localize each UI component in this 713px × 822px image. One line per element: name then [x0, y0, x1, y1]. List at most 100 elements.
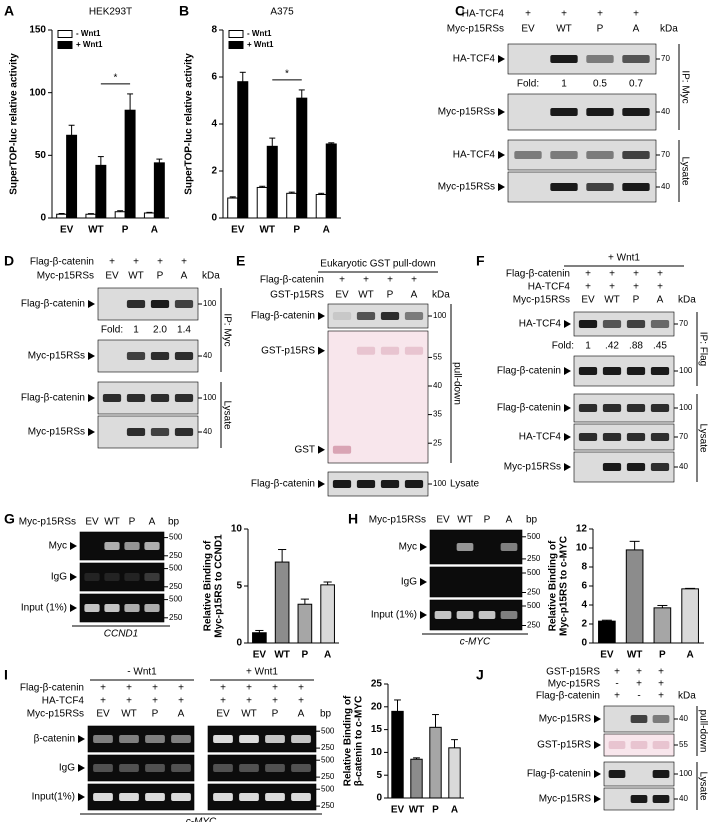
- y-tick-label: 2: [581, 619, 587, 630]
- y-axis-label: β-catenin to c-MYC: [354, 696, 365, 787]
- condition-cell: +: [178, 683, 184, 694]
- band: [265, 764, 285, 772]
- band: [456, 543, 474, 551]
- blot-box: [429, 566, 523, 598]
- unit-label: bp: [168, 517, 180, 528]
- band-arrow: [70, 604, 77, 612]
- marker-label: 250: [321, 743, 335, 752]
- condition-cell: +: [272, 696, 278, 707]
- band-arrow: [70, 542, 77, 550]
- y-tick-label: 0: [40, 213, 46, 224]
- band: [171, 793, 191, 801]
- panel-letter: D: [4, 253, 14, 269]
- marker-label: 100: [679, 403, 693, 412]
- marker-label: 500: [527, 601, 541, 610]
- band-arrow: [318, 312, 325, 320]
- section-label: Lysate: [697, 771, 708, 801]
- legend-label: + Wnt1: [76, 40, 103, 49]
- condition-cell: -: [637, 691, 640, 702]
- marker-label: 40: [661, 182, 670, 191]
- bar: [85, 213, 97, 219]
- condition-label: Flag-β-catenin: [20, 683, 84, 694]
- group-label: - Wnt1: [127, 667, 157, 678]
- section-label: Lysate: [221, 400, 232, 430]
- condition-label: Myc-p15RS: [548, 679, 601, 690]
- error-bar: [413, 757, 420, 760]
- band-arrow: [594, 795, 601, 803]
- bar: [274, 561, 290, 644]
- marker-label: 35: [433, 410, 442, 419]
- bar: [410, 758, 423, 799]
- y-tick-label: 10: [576, 543, 588, 554]
- band-label: IgG: [401, 577, 417, 588]
- marker-label: 40: [203, 351, 212, 360]
- band: [650, 463, 670, 471]
- y-axis-label: Relative Binding of: [203, 540, 214, 631]
- chart-title: A375: [270, 7, 294, 18]
- band-label: IgG: [51, 572, 67, 583]
- band: [102, 394, 122, 402]
- band-label: Flag-β-catenin: [21, 299, 85, 310]
- band-label: Flag-β-catenin: [527, 769, 591, 780]
- condition-cell: WT: [604, 295, 620, 306]
- marker-label: 70: [661, 54, 670, 63]
- band: [174, 428, 194, 436]
- band: [124, 573, 140, 581]
- fold-value: .42: [605, 341, 619, 352]
- marker-label: 40: [679, 794, 688, 803]
- band: [602, 463, 622, 471]
- band: [93, 793, 113, 801]
- significance-label: *: [285, 69, 289, 80]
- x-tick-label: EV: [600, 650, 614, 661]
- bar: [653, 607, 672, 644]
- band: [478, 611, 496, 619]
- band-label: Flag-β-catenin: [21, 393, 85, 404]
- bar: [320, 584, 335, 644]
- band-label: Myc-p15RSs: [438, 107, 495, 118]
- band: [332, 480, 352, 488]
- band: [630, 741, 648, 749]
- y-axis-label: Relative Binding of: [548, 540, 559, 631]
- fold-value: .88: [629, 341, 643, 352]
- condition-cell: +: [636, 667, 642, 678]
- y-tick-label: 4: [211, 119, 217, 130]
- y-tick-label: 10: [371, 747, 383, 758]
- unit-label: kDa: [678, 295, 696, 306]
- band-label: Myc: [49, 541, 67, 552]
- unit-label: kDa: [432, 290, 450, 301]
- condition-cell: P: [597, 24, 604, 35]
- band: [145, 793, 165, 801]
- condition-cell: WT: [121, 709, 137, 720]
- condition-cell: +: [657, 282, 663, 293]
- condition-cell: +: [246, 696, 252, 707]
- condition-cell: A: [633, 24, 640, 35]
- band-label: Myc-p15RSs: [28, 427, 85, 438]
- band: [514, 151, 542, 159]
- x-tick-label: WT: [274, 650, 290, 661]
- condition-label: Myc-p15RSs: [37, 271, 94, 282]
- condition-cell: P: [152, 709, 159, 720]
- marker-label: 100: [433, 311, 447, 320]
- band: [150, 428, 170, 436]
- band: [213, 735, 233, 743]
- bar: [325, 143, 337, 219]
- y-tick-label: 5: [236, 581, 242, 592]
- error-bar: [146, 211, 153, 213]
- x-tick-label: WT: [627, 650, 643, 661]
- condition-cell: WT: [104, 517, 120, 528]
- bar: [227, 197, 239, 219]
- band-arrow: [88, 428, 95, 436]
- band-arrow: [564, 367, 571, 375]
- y-axis-label: Myc-p15RS to CCND1: [214, 534, 225, 638]
- marker-label: 500: [527, 532, 541, 541]
- marker-label: 40: [679, 462, 688, 471]
- legend-label: - Wnt1: [247, 29, 272, 38]
- unit-label: bp: [526, 515, 538, 526]
- x-tick-label: P: [659, 650, 666, 661]
- condition-cell: WT: [241, 709, 257, 720]
- band: [622, 108, 650, 116]
- band: [265, 793, 285, 801]
- panel-letter: G: [4, 511, 15, 527]
- x-tick-label: EV: [253, 650, 267, 661]
